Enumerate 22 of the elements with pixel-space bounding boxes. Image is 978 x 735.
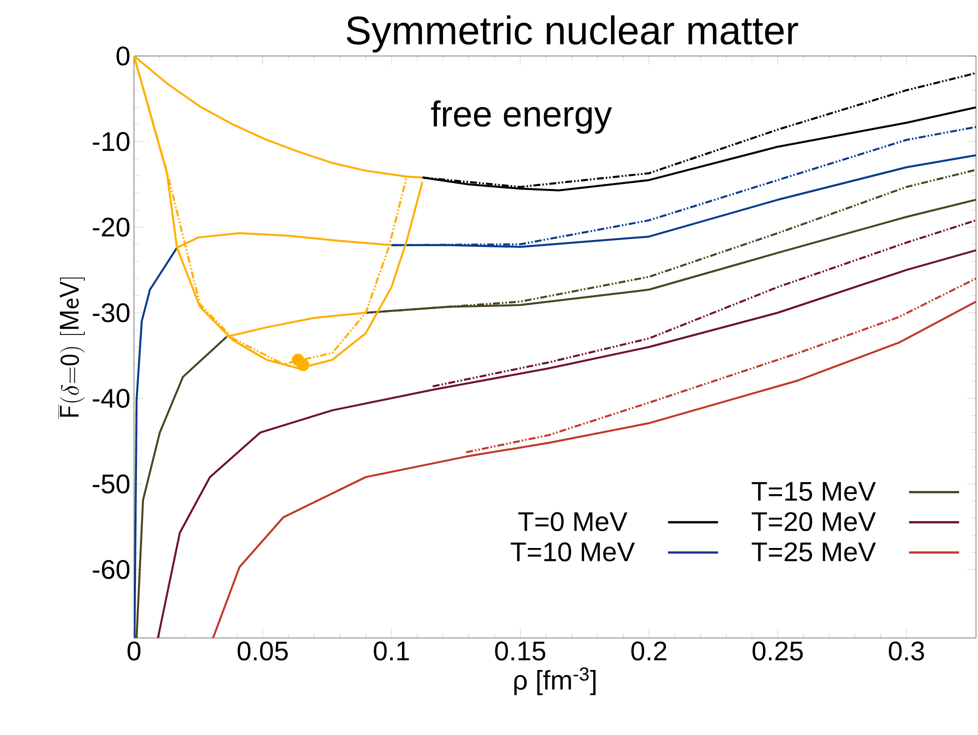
x-tick-label: 0.1: [374, 642, 409, 661]
y-axis-title: $\overline{\mathsf{F}}\mathsf{(\delta{=}0)\ [MeV]}$: [58, 278, 85, 420]
y-tick-label: -20: [92, 218, 130, 237]
y-tick-label: -40: [92, 388, 130, 408]
y-tick-label: 0: [116, 46, 130, 66]
legend-label: T=0 MeV: [518, 512, 628, 532]
chart-title: Symmetric nuclear matter: [346, 15, 798, 52]
legend-label: T=20 MeV: [752, 512, 876, 532]
y-tick-label: -50: [92, 474, 130, 494]
x-tick-label: 0.25: [752, 642, 803, 661]
annotation: free energy: [431, 100, 612, 134]
y-tick-label: -10: [92, 132, 130, 152]
y-tick-label: -60: [92, 560, 130, 580]
y-tick-label: -30: [92, 303, 130, 322]
x-tick-label: 0.3: [888, 642, 924, 661]
legend-label: T=10 MeV: [510, 542, 635, 562]
x-axis-title: ρ [fm$^{-3}$]: [514, 667, 596, 696]
x-tick-label: 0.05: [238, 642, 288, 661]
x-tick-label: 0.15: [495, 642, 546, 661]
x-tick-label: 0.2: [631, 642, 666, 661]
legend-label: T=25 MeV: [752, 542, 876, 562]
legend-label: T=15 MeV: [752, 482, 876, 501]
